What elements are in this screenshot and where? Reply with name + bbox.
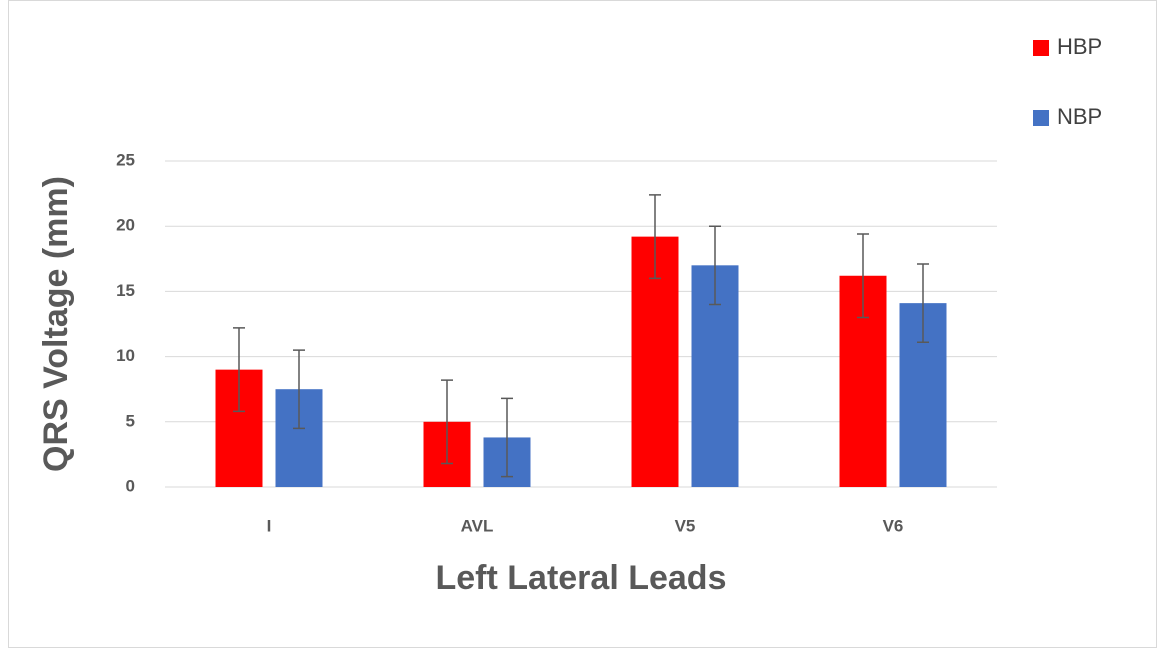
legend-label: HBP — [1057, 34, 1102, 59]
x-tick-label: AVL — [461, 516, 494, 535]
error-bar — [293, 349, 305, 430]
x-tick-label: I — [267, 516, 272, 535]
error-bar — [501, 397, 513, 478]
error-bar — [441, 379, 453, 465]
y-tick-label: 20 — [116, 216, 135, 235]
legend-label: NBP — [1057, 104, 1102, 129]
x-axis-title: Left Lateral Leads — [436, 559, 727, 597]
y-tick-label: 15 — [116, 281, 135, 300]
y-tick-label: 0 — [126, 476, 135, 495]
x-tick-label: V5 — [675, 516, 696, 535]
legend-swatch — [1033, 40, 1049, 56]
x-tick-label: V6 — [883, 516, 904, 535]
error-bar — [649, 194, 661, 280]
error-bar — [233, 327, 245, 413]
y-tick-label: 10 — [116, 346, 135, 365]
legend-swatch — [1033, 110, 1049, 126]
error-bar — [709, 225, 721, 306]
error-bar — [857, 233, 869, 319]
chart-frame — [8, 0, 1157, 648]
y-tick-label: 5 — [126, 411, 135, 430]
error-bar — [917, 263, 929, 344]
y-tick-label: 25 — [116, 150, 135, 169]
y-axis-title: QRS Voltage (mm) — [37, 176, 75, 472]
